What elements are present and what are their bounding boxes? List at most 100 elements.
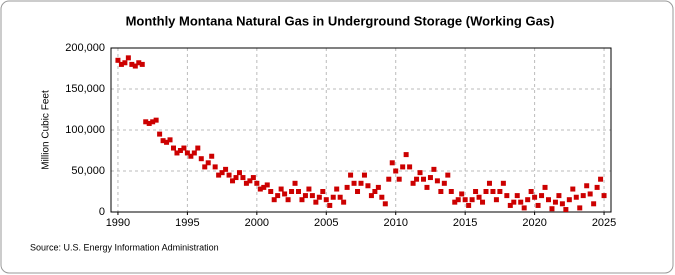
point [594, 184, 600, 190]
point [556, 193, 562, 199]
point [355, 189, 361, 194]
point [174, 150, 180, 156]
point [209, 153, 215, 159]
point [261, 184, 267, 190]
point [535, 202, 541, 208]
point [164, 139, 170, 145]
point [476, 194, 482, 200]
point [521, 205, 527, 211]
point [400, 164, 406, 170]
point [410, 180, 416, 186]
point [407, 164, 413, 170]
y-tick-label: 150,000 [65, 83, 105, 95]
point [351, 180, 357, 186]
point [289, 189, 295, 194]
point [254, 180, 260, 186]
point [132, 63, 138, 69]
point [171, 145, 176, 151]
point [525, 197, 531, 203]
point [150, 119, 156, 125]
point [146, 120, 152, 126]
point [129, 61, 135, 67]
point [157, 131, 163, 137]
point [275, 193, 281, 199]
point [327, 202, 333, 208]
point [302, 193, 308, 199]
point [452, 199, 458, 205]
y-axis-label: Million Cubic Feet [41, 90, 52, 170]
point [160, 138, 166, 144]
point [296, 189, 301, 194]
point [466, 202, 472, 208]
point [497, 189, 503, 194]
point [528, 189, 534, 194]
point [177, 148, 183, 153]
point [566, 197, 572, 203]
point [233, 175, 239, 181]
point [389, 160, 395, 166]
point [500, 180, 506, 186]
point [323, 197, 329, 203]
point [459, 191, 465, 197]
point [358, 180, 364, 186]
point [601, 193, 607, 199]
point [306, 186, 312, 192]
point [559, 201, 565, 207]
point [493, 197, 499, 203]
point [455, 197, 461, 203]
point [591, 201, 597, 207]
point [282, 191, 288, 197]
point [431, 166, 437, 172]
point [448, 189, 454, 194]
point [587, 191, 593, 197]
point [375, 184, 381, 190]
y-tick-label: 50,000 [71, 165, 105, 177]
x-tick-label: 2025 [592, 217, 616, 229]
point [139, 61, 145, 67]
point [334, 186, 340, 192]
point [462, 197, 468, 203]
x-tick-label: 2005 [314, 217, 338, 229]
point [584, 183, 590, 189]
point [580, 193, 586, 199]
point [247, 178, 253, 184]
point [320, 189, 326, 194]
point [195, 145, 201, 151]
point [313, 199, 319, 205]
point [198, 156, 204, 162]
point [542, 184, 548, 190]
point [549, 206, 555, 212]
y-tick-label: 200,000 [65, 42, 105, 54]
point [507, 202, 513, 208]
point [337, 194, 343, 200]
point [473, 189, 479, 194]
point [469, 197, 475, 203]
x-tick-label: 2000 [245, 217, 269, 229]
point [504, 193, 510, 199]
point [309, 193, 315, 199]
point [153, 117, 159, 123]
point [532, 194, 538, 200]
point [438, 189, 444, 194]
point [344, 184, 350, 190]
x-tick-label: 1995 [175, 217, 199, 229]
point [348, 172, 354, 178]
point [216, 172, 222, 178]
point [414, 176, 420, 182]
point [268, 189, 274, 194]
point [445, 172, 451, 178]
point [115, 57, 121, 63]
x-tick-label: 2015 [453, 217, 477, 229]
point [441, 180, 447, 186]
point [240, 175, 246, 181]
point [368, 193, 374, 199]
point [205, 160, 211, 166]
point [292, 180, 298, 186]
chart-title: Monthly Montana Natural Gas in Undergrou… [126, 13, 555, 28]
point [379, 194, 385, 200]
point [125, 55, 131, 61]
point [552, 199, 558, 205]
point [573, 194, 579, 200]
point [226, 172, 232, 178]
